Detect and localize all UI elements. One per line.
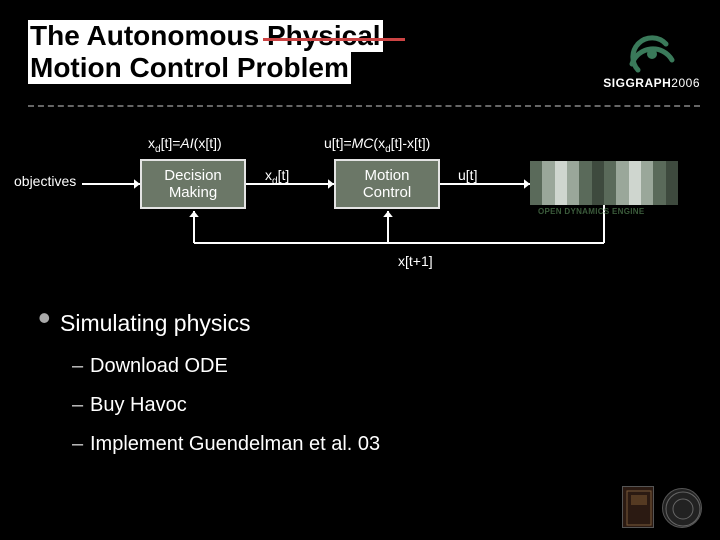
round-seal-icon [662, 488, 702, 528]
ode-image [530, 161, 678, 205]
u-label: u[t] [458, 167, 477, 183]
strikethrough [263, 38, 405, 41]
bullet-list: Simulating physics Download ODE Buy Havoc… [38, 310, 380, 472]
title-line1a: The Autonomous [30, 20, 267, 51]
decision-making-box: DecisionMaking [140, 159, 246, 209]
title-line1b: Physical [267, 20, 381, 51]
bullet-lvl1: Simulating physics [38, 310, 380, 337]
motion-control-box: MotionControl [334, 159, 440, 209]
siggraph-text: SIGGRAPH [603, 76, 671, 90]
brown-shield-icon [622, 486, 654, 528]
ode-caption: OPEN DYNAMICS ENGINE [538, 207, 644, 216]
siggraph-year: 2006 [671, 76, 700, 90]
bullet-lvl2: Download ODE [72, 355, 380, 378]
feedback-label: x[t+1] [398, 253, 433, 269]
equation-mc: u[t]=MC(xd[t]-x[t]) [324, 135, 430, 155]
title-line2: Motion Control Problem [28, 52, 351, 84]
bullet-lvl2: Implement Guendelman et al. 03 [72, 433, 380, 456]
slide-title: The Autonomous Physical Motion Control P… [28, 20, 383, 84]
siggraph-logo: SIGGRAPH2006 [603, 30, 700, 90]
xd-label: xd[t] [265, 167, 289, 187]
equation-ai: xd[t]=AI(x[t]) [148, 135, 222, 155]
divider [28, 105, 700, 107]
siggraph-arc-icon [626, 30, 678, 74]
bullet-lvl2: Buy Havoc [72, 394, 380, 417]
control-loop-diagram: objectives xd[t]=AI(x[t]) u[t]=MC(xd[t]-… [0, 135, 720, 275]
objectives-label: objectives [14, 173, 76, 189]
